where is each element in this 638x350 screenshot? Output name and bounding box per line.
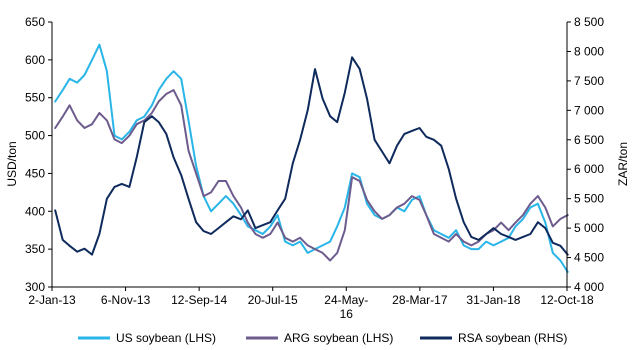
legend: US soybean (LHS) ARG soybean (LHS) RSA soy… — [78, 331, 567, 345]
y-tick-right-label: 4 000 — [574, 280, 604, 294]
y-tick-right-label: 8 500 — [574, 15, 604, 29]
y-tick-right-label: 6 500 — [574, 133, 604, 147]
y-tick-left-label: 450 — [25, 166, 45, 180]
x-tick-label: 20-Jul-15 — [248, 293, 298, 307]
y-tick-left-label: 550 — [25, 91, 45, 105]
y-tick-left-label: 300 — [25, 280, 45, 294]
y-axis-left-title: USD/ton — [5, 141, 19, 186]
axes: 650 600 550 500 450 400 350 300 8 500 8 000 7 500 7… — [25, 15, 604, 321]
y-tick-right-label: 4 500 — [574, 251, 604, 265]
y-tick-left-label: 500 — [25, 129, 45, 143]
y-tick-right-label: 6 000 — [574, 162, 604, 176]
x-tick-label: 6-Nov-13 — [101, 293, 151, 307]
series-line-3 — [54, 56, 569, 256]
y-tick-left-label: 650 — [25, 15, 45, 29]
y-tick-right-label: 7 000 — [574, 103, 604, 117]
legend-label-3: RSA soybean (RHS) — [458, 331, 567, 345]
x-tick-label: 24-May-16 — [324, 293, 368, 321]
series-line-1 — [54, 43, 569, 273]
legend-label-1: US soybean (LHS) — [116, 331, 216, 345]
x-tick-label: 12-Oct-18 — [540, 293, 594, 307]
y-tick-right-label: 5 500 — [574, 192, 604, 206]
y-tick-left-label: 350 — [25, 242, 45, 256]
y-tick-right-label: 8 000 — [574, 44, 604, 58]
y-tick-right-label: 7 500 — [574, 74, 604, 88]
y-tick-left-label: 600 — [25, 53, 45, 67]
x-tick-label: 28-Mar-17 — [392, 293, 448, 307]
x-tick-label: 2-Jan-13 — [28, 293, 76, 307]
x-tick-label: 12-Sep-14 — [171, 293, 227, 307]
y-tick-right-label: 5 000 — [574, 221, 604, 235]
y-tick-left-label: 400 — [25, 204, 45, 218]
x-tick-label: 31-Jan-18 — [466, 293, 520, 307]
y-axis-right-title: ZAR/ton — [616, 142, 630, 186]
plot-area — [54, 43, 569, 273]
legend-label-2: ARG soybean (LHS) — [284, 331, 393, 345]
